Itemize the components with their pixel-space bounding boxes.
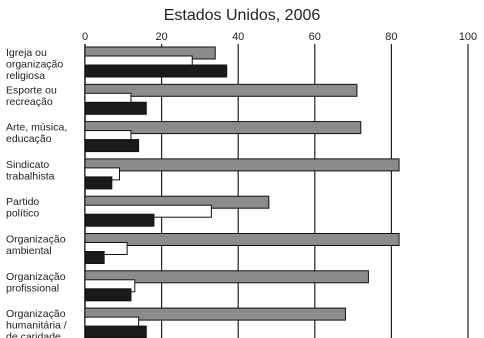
category-label: Sindicato xyxy=(6,159,49,171)
bar xyxy=(84,176,113,190)
category-label: profissional xyxy=(6,282,59,294)
category-label: Arte, música, xyxy=(6,122,67,134)
category-label: religiosa xyxy=(6,70,45,82)
category-label: Esporte ou xyxy=(6,84,57,96)
category-label: trabalhista xyxy=(6,170,55,182)
bar xyxy=(84,139,140,153)
x-tick-label: 80 xyxy=(385,31,397,43)
bar xyxy=(84,325,147,338)
bar xyxy=(84,83,358,97)
bar xyxy=(84,251,105,264)
bar xyxy=(84,270,369,284)
bar xyxy=(84,64,228,78)
bar xyxy=(84,121,362,135)
category-label: humanitária / xyxy=(6,320,67,332)
category-label: Igreja ou xyxy=(6,47,47,59)
category-label: político xyxy=(6,208,39,220)
bar xyxy=(84,158,400,172)
category-label: Organização xyxy=(6,234,66,246)
x-tick-label: 20 xyxy=(155,31,167,43)
category-label: recreação xyxy=(6,96,53,108)
bar xyxy=(84,233,400,246)
x-tick-label: 100 xyxy=(459,31,477,43)
category-label: ambiental xyxy=(6,245,52,257)
category-label: Partido xyxy=(6,196,39,208)
category-label: organização xyxy=(6,59,63,71)
x-tick-labels: 0 20 40 60 80 100 xyxy=(82,31,477,43)
bar xyxy=(84,213,155,227)
category-label: educação xyxy=(6,133,52,145)
chart-title: Estados Unidos, 2006 xyxy=(164,7,321,24)
x-tick-label: 0 xyxy=(82,31,88,43)
bar xyxy=(84,101,147,115)
bar xyxy=(84,307,346,321)
category-label: de caridade xyxy=(6,331,61,338)
bars xyxy=(84,46,400,338)
x-tick-label: 40 xyxy=(232,31,244,43)
category-label: Organização xyxy=(6,271,66,283)
bar xyxy=(84,288,132,302)
x-tick-label: 60 xyxy=(309,31,321,43)
category-label: Organização xyxy=(6,308,66,320)
